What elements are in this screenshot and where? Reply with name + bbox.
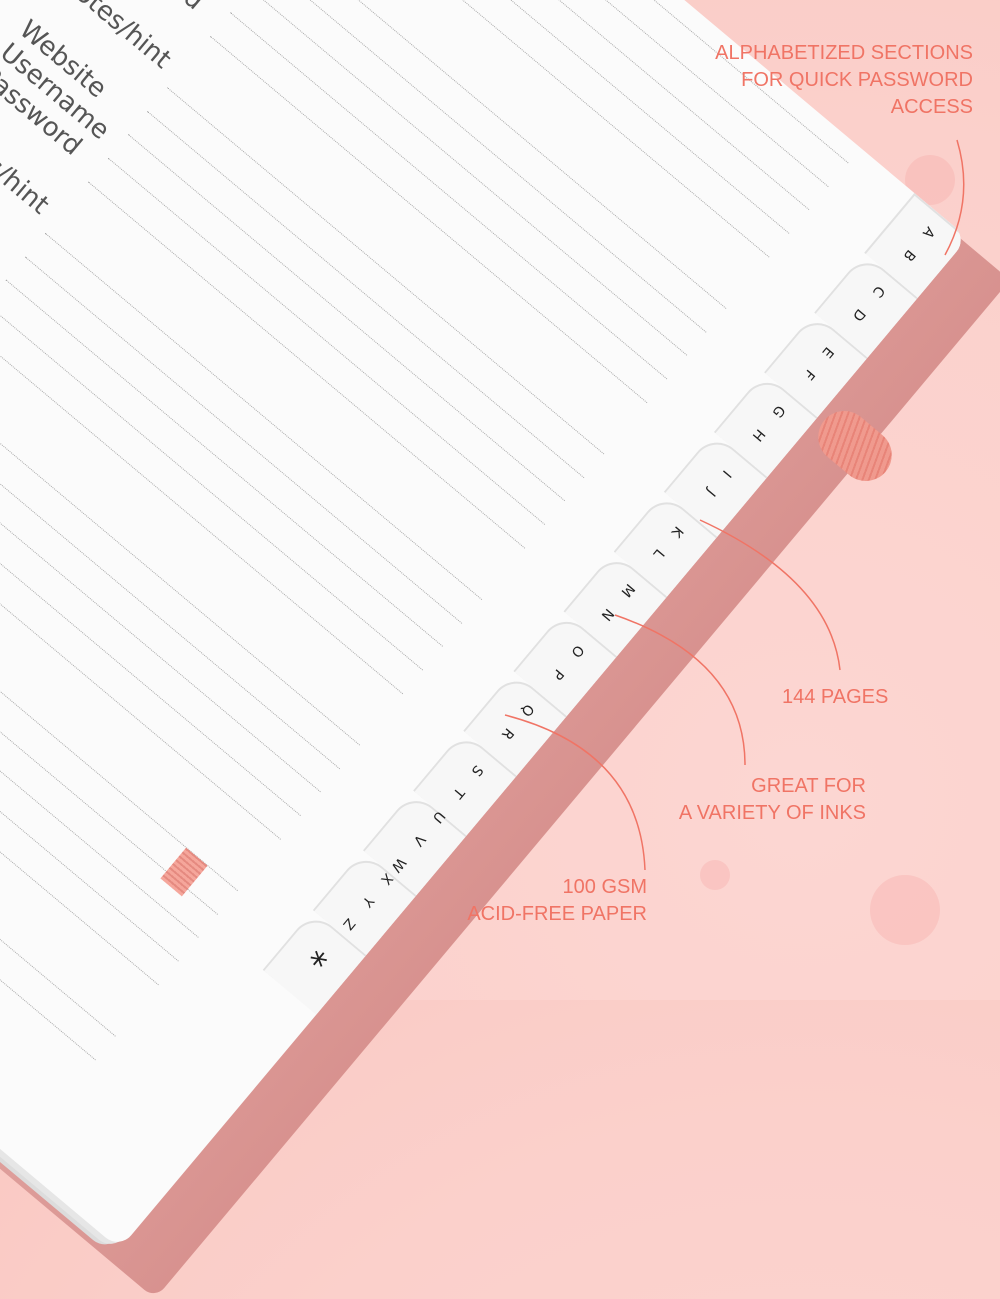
leader-line-paper bbox=[504, 714, 646, 871]
leader-line-sections bbox=[944, 139, 965, 256]
annotation-line: FOR QUICK PASSWORD bbox=[741, 69, 973, 91]
decor-bubble bbox=[870, 875, 940, 945]
annotation-line: ACID-FREE PAPER bbox=[467, 903, 647, 925]
annotation-line: ACCESS bbox=[890, 96, 973, 118]
annotation-inks: GREAT FOR A VARIETY OF INKS bbox=[679, 773, 866, 827]
annotation-pages: 144 PAGES bbox=[782, 686, 889, 708]
annotation-paper: 100 GSM ACID-FREE PAPER bbox=[467, 874, 647, 928]
annotation-line: GREAT FOR bbox=[751, 775, 866, 797]
leader-line-pages bbox=[699, 519, 841, 671]
annotation-line: A VARIETY OF INKS bbox=[678, 802, 866, 824]
decor-bubble bbox=[700, 860, 730, 890]
annotation-line: 100 GSM bbox=[562, 876, 647, 898]
annotation-sections: ALPHABETIZED SECTIONS FOR QUICK PASSWORD… bbox=[715, 40, 973, 121]
leader-lines bbox=[504, 139, 965, 871]
leader-line-inks bbox=[614, 614, 746, 766]
annotation-line: ALPHABETIZED SECTIONS bbox=[715, 42, 973, 64]
